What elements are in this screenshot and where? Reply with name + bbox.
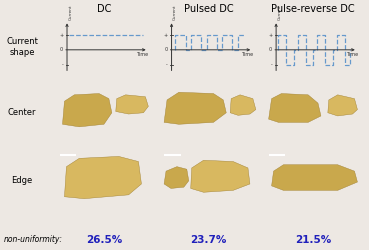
Polygon shape	[230, 95, 256, 115]
Text: 23.7%: 23.7%	[190, 235, 227, 245]
Polygon shape	[164, 167, 189, 188]
Polygon shape	[272, 165, 358, 190]
Text: Current: Current	[173, 4, 177, 20]
Text: Time: Time	[346, 52, 358, 57]
Text: 26.5%: 26.5%	[86, 235, 122, 245]
Text: DC: DC	[97, 4, 111, 14]
Text: +: +	[268, 32, 272, 38]
Text: Edge: Edge	[11, 176, 33, 185]
Polygon shape	[164, 92, 226, 124]
Text: 21.5%: 21.5%	[295, 235, 331, 245]
Text: -: -	[166, 62, 168, 67]
Text: -: -	[61, 62, 63, 67]
Text: Pulsed DC: Pulsed DC	[184, 4, 233, 14]
Text: 0: 0	[60, 47, 63, 52]
Text: Current: Current	[277, 4, 282, 20]
Text: 0: 0	[269, 47, 272, 52]
Polygon shape	[116, 95, 148, 114]
Text: Current
shape: Current shape	[6, 37, 38, 56]
Text: +: +	[59, 32, 63, 38]
Polygon shape	[269, 94, 321, 122]
Text: Current: Current	[69, 4, 73, 20]
Text: Pulse-reverse DC: Pulse-reverse DC	[271, 4, 355, 14]
Polygon shape	[65, 156, 141, 199]
Polygon shape	[62, 94, 112, 127]
Text: Time: Time	[137, 52, 149, 57]
Text: Time: Time	[241, 52, 253, 57]
Polygon shape	[191, 160, 250, 192]
Text: Center: Center	[8, 108, 37, 117]
Text: +: +	[163, 32, 168, 38]
Text: -: -	[270, 62, 272, 67]
Text: 0: 0	[165, 47, 168, 52]
Text: non-uniformity:: non-uniformity:	[4, 236, 63, 244]
Polygon shape	[328, 95, 358, 116]
